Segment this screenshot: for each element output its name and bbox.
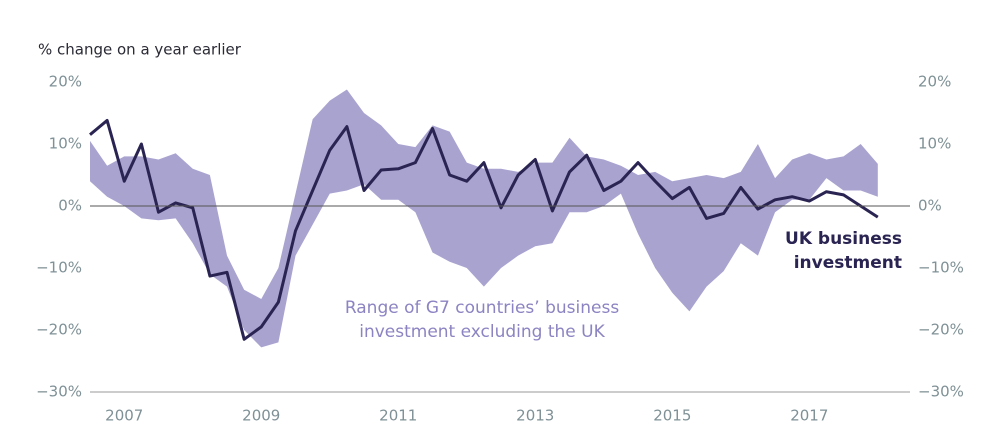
x-tick-label: 2007 [105, 407, 143, 425]
y2-tick-label: 20% [918, 73, 951, 91]
range-band [90, 89, 878, 348]
y2-tick-label: −20% [918, 321, 964, 339]
y-tick-label: −30% [36, 383, 82, 401]
y-tick-label: 10% [49, 135, 82, 153]
band-label: Range of G7 countries’ business investme… [344, 298, 620, 342]
y2-tick-label: −30% [918, 383, 964, 401]
chart-title: % change on a year earlier [38, 41, 242, 59]
y2-tick-label: 10% [918, 135, 951, 153]
y-tick-label: 0% [58, 197, 82, 215]
y-tick-label: −20% [36, 321, 82, 339]
x-tick-label: 2011 [379, 407, 417, 425]
x-tick-label: 2009 [242, 407, 280, 425]
y-tick-label: −10% [36, 259, 82, 277]
x-tick-label: 2017 [790, 407, 828, 425]
line-label: UK business investment [785, 229, 902, 273]
y-tick-label: 20% [49, 73, 82, 91]
x-tick-label: 2013 [516, 407, 554, 425]
line [89, 118, 879, 341]
y2-tick-label: −10% [918, 259, 964, 277]
x-tick-label: 2015 [653, 407, 691, 425]
y2-tick-label: 0% [918, 197, 942, 215]
